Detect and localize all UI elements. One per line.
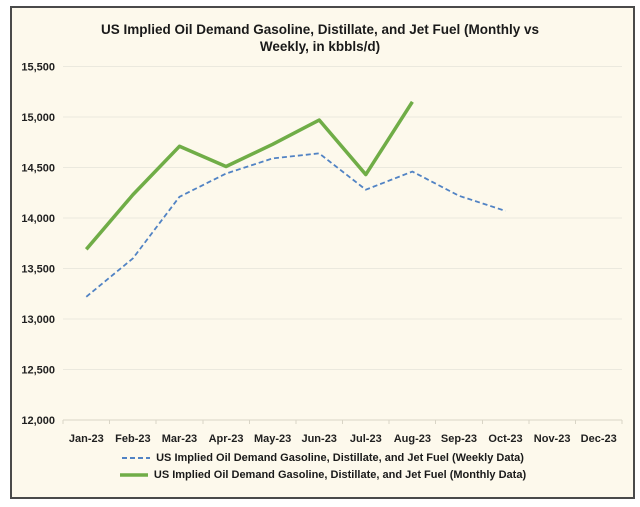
legend-label-monthly: US Implied Oil Demand Gasoline, Distilla… — [153, 469, 527, 481]
legend-item-weekly: US Implied Oil Demand Gasoline, Distilla… — [121, 452, 524, 464]
chart-title: US Implied Oil Demand Gasoline, Distilla… — [100, 22, 540, 55]
chart-frame — [10, 6, 635, 499]
legend-label-weekly: US Implied Oil Demand Gasoline, Distilla… — [156, 452, 524, 464]
weekly-line-sample — [122, 457, 151, 459]
legend-item-monthly: US Implied Oil Demand Gasoline, Distilla… — [119, 469, 526, 481]
legend: US Implied Oil Demand Gasoline, Distilla… — [10, 452, 635, 481]
monthly-line-sample — [119, 473, 148, 477]
